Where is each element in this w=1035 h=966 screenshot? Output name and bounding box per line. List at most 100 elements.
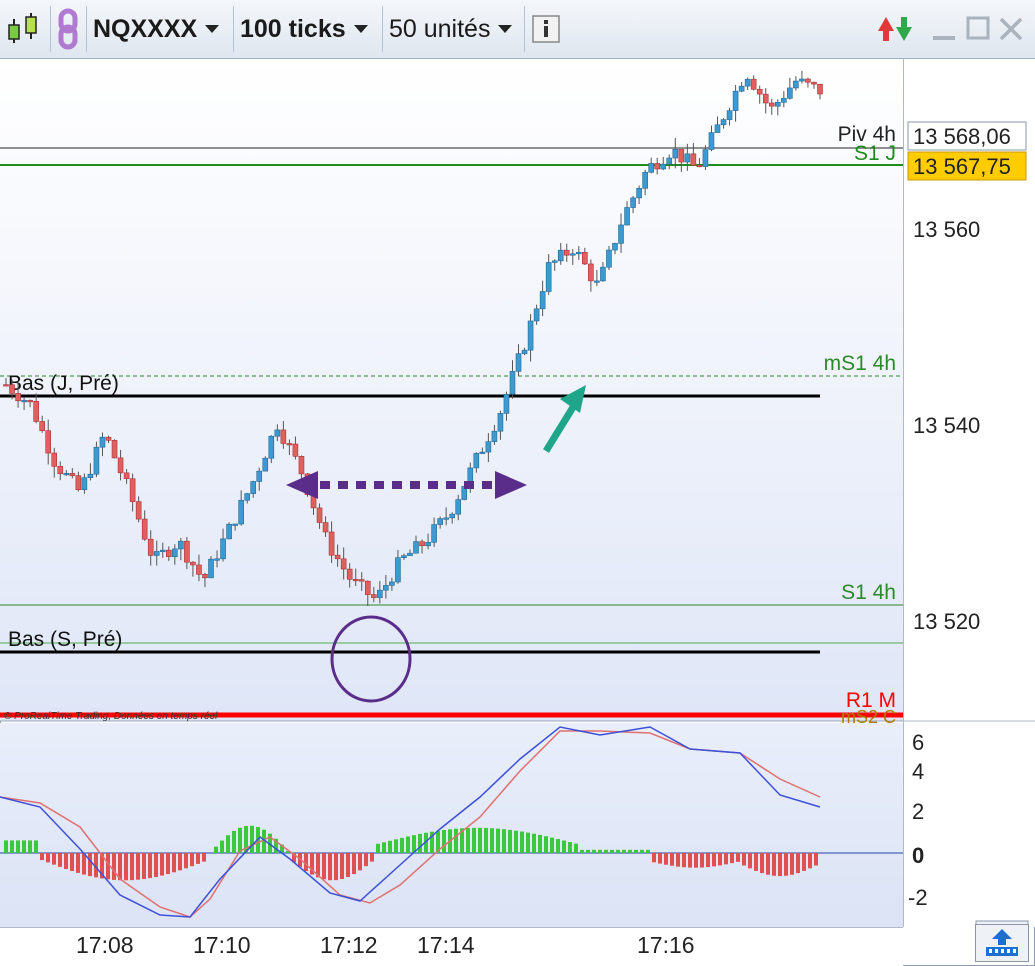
candle-body [479,451,486,454]
candle-body [425,542,431,547]
candle [545,254,552,295]
candle-body [811,81,817,85]
candle [280,421,287,449]
histogram-bar [442,829,446,853]
candle [226,522,232,540]
histogram-bar [88,853,92,877]
candle [69,468,76,479]
histogram-bar [214,846,218,853]
chain-link-icon[interactable] [54,4,84,54]
candle [672,138,679,169]
candle [781,91,787,108]
histogram-bar [358,853,362,871]
histogram-bar [76,853,80,873]
candle-body [395,557,401,583]
instrument-selector[interactable]: NQXXXX [93,4,220,54]
histogram-bar [16,840,20,853]
candle [696,158,703,168]
candle-body [45,430,52,454]
histogram-bar [40,853,44,861]
histogram-bar [178,853,182,871]
time-tick: 17:10 [193,932,251,958]
candle [75,471,82,492]
candle-body [81,477,88,491]
candle-body [334,554,341,560]
candle-body [527,320,534,351]
info-button[interactable] [532,4,560,54]
candle-body [582,251,588,265]
histogram-bar [598,849,602,853]
candle [774,99,781,116]
histogram-bar [340,853,344,880]
histogram-bar [640,849,644,853]
candle [654,157,661,175]
candle [431,517,437,547]
candle-body [817,83,823,95]
histogram-bar [664,853,668,865]
histogram-bar [496,828,500,853]
maximize-button[interactable] [964,4,994,54]
macd-line [0,726,821,918]
candle-body [328,531,335,556]
candle [172,544,178,565]
candle-body [129,478,136,502]
candle [768,98,775,115]
candle-body [594,280,600,283]
candle [190,561,196,577]
histogram-bar [568,842,572,853]
candle [582,247,588,265]
candlestick-icon[interactable] [4,4,44,54]
histogram-bar [238,827,242,853]
candle [624,201,630,226]
time-tick: 17:08 [76,932,134,958]
close-button[interactable] [996,4,1026,54]
candle-body [377,589,383,598]
candle-body [220,538,226,560]
candle-body [214,558,220,561]
candle-body [666,157,673,165]
histogram-bar [28,840,32,853]
info-icon [532,15,560,43]
candle-body [105,436,112,441]
candle-body [39,421,45,431]
histogram-bar [604,849,608,853]
candle [533,304,540,325]
candle-body [805,78,811,83]
histogram-bar [532,833,536,853]
candle-body [340,558,347,570]
histogram-bar [562,840,566,853]
candle [600,261,606,282]
histogram-bar [190,853,194,867]
chevron-down-icon [498,25,513,33]
scroll-right-button[interactable] [975,924,1029,962]
histogram-bar [472,827,476,853]
candle [708,125,715,152]
candle-body [117,457,124,474]
indicator-tick-2: 2 [912,799,924,824]
candle-body [190,561,196,566]
histogram-bar [454,828,458,853]
histogram-bar [550,837,554,853]
price-axis[interactable]: 13 568,06 13 567,75 13 560 13 540 13 520… [903,59,1035,927]
minimize-button[interactable] [930,4,960,54]
candle [726,107,733,126]
units-selector[interactable]: 50 unités [389,4,513,54]
last-price-label: 13 567,75 [913,154,1011,179]
swap-arrows-button[interactable] [872,4,920,54]
histogram-bar [160,853,164,876]
candle [147,530,154,566]
candle [684,143,691,171]
interval-selector[interactable]: 100 ticks [240,4,368,54]
candle-body [371,594,377,598]
candle [473,452,480,473]
candle-body [389,581,395,586]
histogram-bar [790,853,794,875]
candle-body [515,353,522,372]
histogram-bar [382,842,386,853]
candle-body [111,440,118,459]
axis-tick-13520: 13 520 [913,609,980,634]
candle-body [364,580,371,595]
histogram-bar [736,853,740,862]
time-axis[interactable]: 17:08 17:10 17:12 17:14 17:16 [0,927,903,966]
